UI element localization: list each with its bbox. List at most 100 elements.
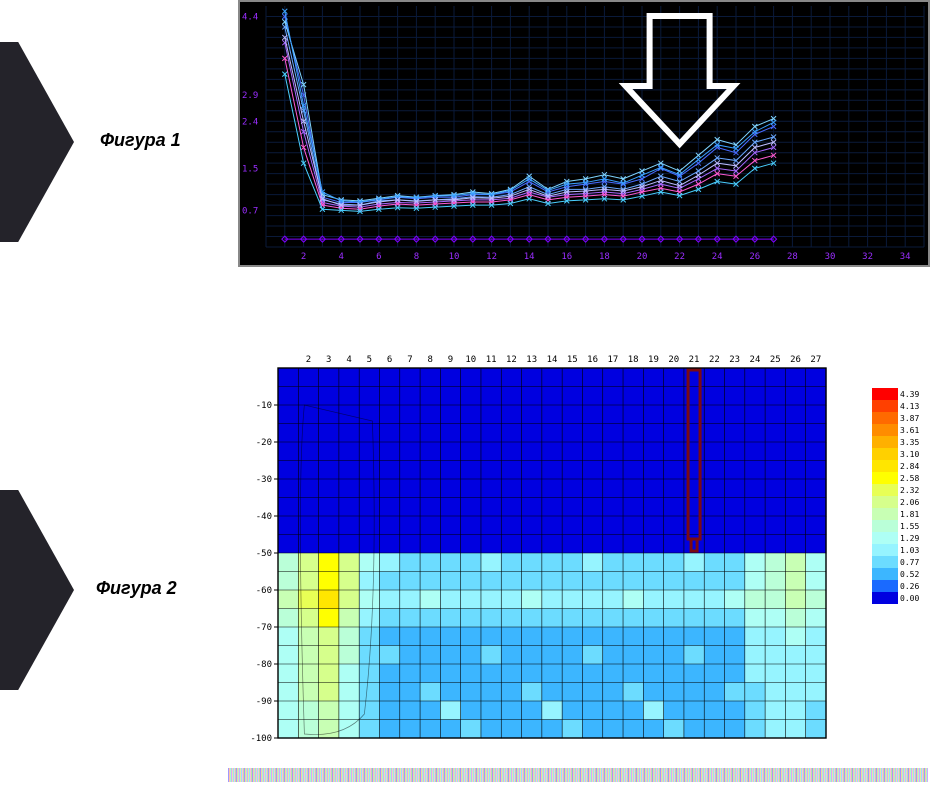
legend-row: 3.87 <box>872 412 919 424</box>
legend-swatch <box>872 400 898 412</box>
legend-swatch <box>872 412 898 424</box>
legend-swatch <box>872 544 898 556</box>
svg-text:15: 15 <box>567 355 578 365</box>
svg-text:4.4: 4.4 <box>242 12 258 22</box>
svg-text:12: 12 <box>486 252 497 262</box>
svg-text:2: 2 <box>306 355 311 365</box>
legend-value: 2.58 <box>898 474 919 483</box>
legend-value: 1.55 <box>898 522 919 531</box>
legend-swatch <box>872 592 898 604</box>
legend-swatch <box>872 556 898 568</box>
svg-text:18: 18 <box>628 355 639 365</box>
svg-text:16: 16 <box>561 252 572 262</box>
svg-text:3: 3 <box>326 355 331 365</box>
svg-text:28: 28 <box>787 252 798 262</box>
svg-text:30: 30 <box>825 252 836 262</box>
legend-value: 1.03 <box>898 546 919 555</box>
svg-text:-60: -60 <box>256 586 272 596</box>
legend-value: 1.81 <box>898 510 919 519</box>
legend-row: 0.52 <box>872 568 919 580</box>
svg-text:34: 34 <box>900 252 911 262</box>
heatmap-chart: 2345678910111213141516171819202122232425… <box>238 348 832 748</box>
svg-text:13: 13 <box>526 355 537 365</box>
svg-text:22: 22 <box>709 355 720 365</box>
legend-row: 2.58 <box>872 472 919 484</box>
legend-value: 3.87 <box>898 414 919 423</box>
legend-swatch <box>872 448 898 460</box>
legend-row: 1.29 <box>872 532 919 544</box>
svg-text:6: 6 <box>376 252 381 262</box>
legend-swatch <box>872 484 898 496</box>
legend-row: 0.00 <box>872 592 919 604</box>
legend-row: 1.03 <box>872 544 919 556</box>
legend-swatch <box>872 388 898 400</box>
svg-text:0.7: 0.7 <box>242 206 258 216</box>
svg-text:24: 24 <box>712 252 723 262</box>
legend-swatch <box>872 460 898 472</box>
svg-text:18: 18 <box>599 252 610 262</box>
legend-value: 2.32 <box>898 486 919 495</box>
legend-row: 4.39 <box>872 388 919 400</box>
svg-text:-20: -20 <box>256 438 272 448</box>
legend-row: 3.10 <box>872 448 919 460</box>
svg-text:9: 9 <box>448 355 453 365</box>
figure-2-label: Фигура 2 <box>96 578 177 599</box>
legend-swatch <box>872 508 898 520</box>
legend-swatch <box>872 496 898 508</box>
svg-text:2.9: 2.9 <box>242 91 258 101</box>
svg-text:11: 11 <box>486 355 497 365</box>
legend-row: 0.26 <box>872 580 919 592</box>
legend-value: 2.06 <box>898 498 919 507</box>
legend-swatch <box>872 532 898 544</box>
svg-text:20: 20 <box>637 252 648 262</box>
svg-text:-80: -80 <box>256 660 272 670</box>
svg-text:4: 4 <box>338 252 343 262</box>
svg-text:10: 10 <box>465 355 476 365</box>
legend-value: 3.35 <box>898 438 919 447</box>
legend-value: 4.39 <box>898 390 919 399</box>
svg-text:19: 19 <box>648 355 659 365</box>
legend-value: 3.61 <box>898 426 919 435</box>
svg-text:17: 17 <box>607 355 618 365</box>
svg-text:10: 10 <box>449 252 460 262</box>
svg-text:16: 16 <box>587 355 598 365</box>
legend-value: 2.84 <box>898 462 919 471</box>
legend-value: 1.29 <box>898 534 919 543</box>
svg-text:26: 26 <box>749 252 760 262</box>
svg-text:-100: -100 <box>250 734 272 744</box>
legend-row: 2.84 <box>872 460 919 472</box>
svg-text:-30: -30 <box>256 475 272 485</box>
figure-1-label: Фигура 1 <box>100 130 181 151</box>
color-legend: 4.394.13 3.87 3.61 3.353.10 2.84 2.58 2.32 2.06… <box>872 388 919 604</box>
svg-text:-90: -90 <box>256 697 272 707</box>
svg-text:32: 32 <box>862 252 873 262</box>
svg-text:-50: -50 <box>256 549 272 559</box>
line-chart: 2468101214161820222426283032340.71.52.42… <box>238 0 930 267</box>
svg-text:21: 21 <box>689 355 700 365</box>
svg-text:12: 12 <box>506 355 517 365</box>
svg-text:2: 2 <box>301 252 306 262</box>
svg-text:27: 27 <box>810 355 821 365</box>
legend-swatch <box>872 436 898 448</box>
legend-value: 0.77 <box>898 558 919 567</box>
legend-swatch <box>872 472 898 484</box>
svg-text:4: 4 <box>346 355 351 365</box>
legend-swatch <box>872 424 898 436</box>
legend-value: 0.52 <box>898 570 919 579</box>
svg-text:2.4: 2.4 <box>242 117 258 127</box>
svg-text:6: 6 <box>387 355 392 365</box>
svg-text:22: 22 <box>674 252 685 262</box>
svg-text:8: 8 <box>428 355 433 365</box>
svg-text:23: 23 <box>729 355 740 365</box>
svg-text:8: 8 <box>414 252 419 262</box>
legend-swatch <box>872 520 898 532</box>
legend-value: 0.00 <box>898 594 919 603</box>
pointer-shape-2 <box>0 490 74 690</box>
legend-row: 3.61 <box>872 424 919 436</box>
legend-row: 1.81 <box>872 508 919 520</box>
svg-text:-70: -70 <box>256 623 272 633</box>
svg-text:1.5: 1.5 <box>242 164 258 174</box>
svg-text:-40: -40 <box>256 512 272 522</box>
svg-text:14: 14 <box>547 355 558 365</box>
legend-row: 4.13 <box>872 400 919 412</box>
